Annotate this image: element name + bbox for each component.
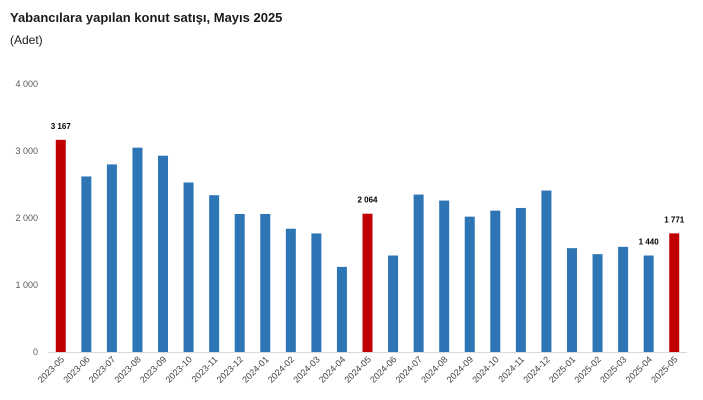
x-tick-label: 2025-01 [547, 354, 577, 384]
bar-2025-01 [566, 248, 577, 352]
chart-title: Yabancılara yapılan konut satışı, Mayıs … [10, 10, 283, 25]
bar-2024-07 [413, 194, 424, 352]
x-tick-label: 2024-11 [496, 354, 526, 384]
x-tick-label: 2025-03 [598, 354, 628, 384]
x-axis-ticks: 2023-052023-062023-072023-082023-092023-… [36, 354, 680, 384]
data-label-2025-04: 1 440 [639, 238, 660, 247]
bar-2023-08 [132, 147, 143, 352]
data-label-2024-05: 2 064 [357, 196, 378, 205]
bar-2025-03 [618, 246, 629, 352]
bar-2024-04 [336, 266, 347, 352]
bar-2023-12 [234, 213, 245, 352]
bar-2025-02 [592, 254, 603, 352]
y-tick-label: 0 [33, 347, 38, 357]
y-tick-label: 2 000 [15, 213, 38, 223]
x-tick-label: 2024-06 [368, 354, 398, 384]
x-tick-label: 2023-07 [87, 354, 117, 384]
x-tick-label: 2024-03 [291, 354, 321, 384]
x-tick-label: 2024-05 [342, 354, 372, 384]
x-tick-label: 2024-09 [445, 354, 475, 384]
x-tick-label: 2025-05 [649, 354, 679, 384]
bar-2024-05 [362, 213, 373, 352]
bar-2024-10 [490, 210, 501, 352]
bar-2024-03 [311, 233, 322, 352]
bar-2024-11 [515, 207, 526, 352]
y-tick-label: 4 000 [15, 79, 38, 89]
bar-2023-05 [55, 139, 66, 352]
bar-2023-10 [183, 182, 194, 352]
x-tick-label: 2024-12 [521, 354, 551, 384]
y-tick-label: 1 000 [15, 280, 38, 290]
x-tick-label: 2024-10 [470, 354, 500, 384]
bar-2023-06 [81, 176, 92, 352]
x-tick-label: 2023-05 [36, 354, 66, 384]
x-tick-label: 2024-04 [317, 354, 347, 384]
y-tick-label: 3 000 [15, 146, 38, 156]
x-tick-label: 2023-06 [61, 354, 91, 384]
x-tick-label: 2025-04 [624, 354, 654, 384]
data-label-2025-05: 1 771 [664, 215, 685, 224]
x-tick-label: 2024-07 [394, 354, 424, 384]
bar-2024-01 [260, 213, 271, 352]
x-tick-label: 2024-02 [266, 354, 296, 384]
data-labels: 3 167 2 064 1 440 1 771 [51, 122, 685, 247]
bars [55, 139, 680, 352]
bar-2023-07 [106, 164, 117, 352]
bar-2024-08 [439, 200, 450, 352]
bar-2025-04 [643, 255, 654, 352]
bar-2025-05 [669, 233, 680, 352]
bar-2024-02 [285, 228, 296, 352]
x-tick-label: 2023-10 [164, 354, 194, 384]
x-tick-label: 2023-12 [215, 354, 245, 384]
chart-subtitle: (Adet) [10, 33, 43, 47]
x-tick-label: 2023-08 [112, 354, 142, 384]
x-tick-label: 2023-09 [138, 354, 168, 384]
bar-2024-06 [388, 255, 399, 352]
bar-2023-11 [209, 195, 220, 352]
bar-2023-09 [158, 155, 169, 352]
x-tick-label: 2024-08 [419, 354, 449, 384]
data-label-2023-05: 3 167 [51, 122, 72, 131]
x-tick-label: 2025-02 [573, 354, 603, 384]
x-tick-label: 2024-01 [240, 354, 270, 384]
bar-2024-12 [541, 190, 552, 352]
y-axis-ticks: 0 1 000 2 000 3 000 4 000 [15, 79, 38, 357]
bar-2024-09 [464, 216, 475, 352]
x-tick-label: 2023-11 [190, 354, 220, 384]
